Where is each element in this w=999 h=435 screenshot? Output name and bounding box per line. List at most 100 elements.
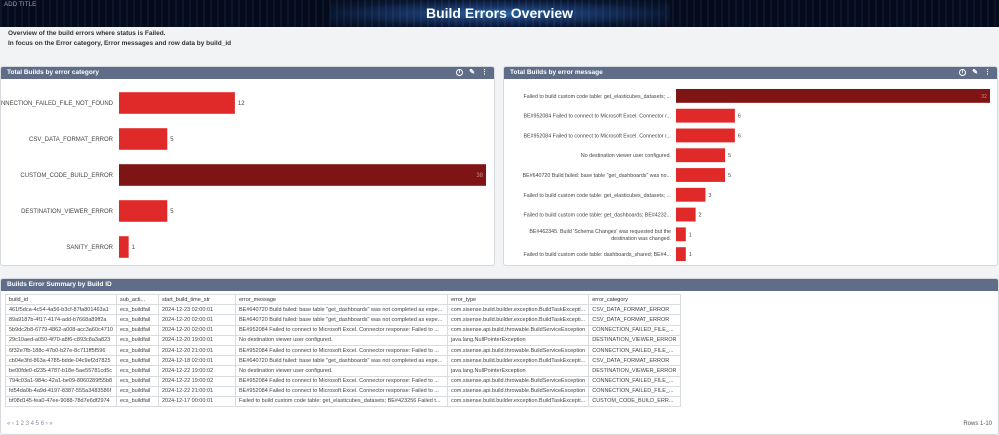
- table-cell: fd54da0b-4a9d-4197-8387-555a3483586f: [5, 385, 117, 397]
- value-label: 32: [981, 94, 987, 100]
- table-cell: cb04e3fd-863a-4785-bdde-04c9ef2d7825: [5, 355, 117, 367]
- more-icon[interactable]: ⋮: [481, 69, 488, 76]
- table-cell: 5b9dc2b8-6779-4862-a008-acc3a60c4710: [5, 324, 117, 336]
- info-icon[interactable]: i: [959, 69, 967, 76]
- table-cell: ecs_buildfail: [116, 324, 159, 336]
- category-label: BE#640720 Build failed: base table "get_…: [523, 173, 671, 179]
- category-label: CUSTOM_CODE_BUILD_ERROR: [20, 173, 113, 179]
- table-cell: ecs_buildfail: [116, 314, 159, 326]
- table-cell: CSV_DATA_FORMAT_ERROR: [588, 314, 682, 326]
- banner-streaks: [0, 0, 999, 27]
- bar: [676, 148, 726, 163]
- value-label: 3: [708, 193, 711, 199]
- table-cell: com.sisense.api.build.throwable.BuildSer…: [446, 324, 590, 336]
- table-row[interactable]: cb04e3fd-863a-4785-bdde-04c9ef2d7825 ecs_…: [5, 355, 682, 367]
- column-header-error-type[interactable]: error_type: [446, 293, 590, 306]
- message-chart-widget: Total Builds by error message i ✎ ⋮ Fail…: [503, 66, 998, 266]
- table-cell: 794c03a1-984c-42a1-be09-8060289f55b8: [5, 375, 117, 387]
- table-cell: CSV_DATA_FORMAT_ERROR: [588, 355, 682, 367]
- category-label: DESTINATION_VIEWER_ERROR: [21, 209, 114, 215]
- bar: [119, 164, 486, 186]
- table-row[interactable]: be00fde0-d235-4787-b18e-5ae55781cd5c ecs_…: [5, 365, 682, 377]
- table-row[interactable]: 461f5dca-4c54-4a56-b3cf-87fa801463a1 ecs_…: [5, 304, 682, 316]
- table-cell: ecs_buildfail: [116, 334, 159, 346]
- table-cell: 461f5dca-4c54-4a56-b3cf-87fa801463a1: [5, 304, 117, 316]
- table-cell: BE#640720 Build failed: base table "get_…: [235, 314, 448, 326]
- widget-toolbar: i ✎ ⋮: [959, 68, 991, 77]
- pagination[interactable]: « ‹ 1 2 3 4 5 6 › »: [7, 421, 53, 427]
- category-label: BE#952084 Failed to connect to Microsoft…: [523, 133, 671, 139]
- message-bar-chart: Failed to build custom code table: get_e…: [523, 88, 990, 262]
- bar: [676, 227, 686, 242]
- table-cell: Failed to build custom code table: get_e…: [235, 395, 448, 408]
- column-header-sub-action[interactable]: sub_acti...: [116, 293, 159, 306]
- table-cell: java.lang.NullPointerException: [446, 365, 590, 377]
- table-row[interactable]: 89a9187b-4f17-4174-add-b7668a89ff2a ecs_b…: [5, 314, 682, 326]
- table-cell: 2024-12-20 19:00:01: [158, 334, 236, 346]
- widget-title: Total Builds by error message: [510, 69, 603, 76]
- bar: [119, 200, 168, 222]
- table-cell: 29c10aed-a050-4f70-a8f6-c893c8a3a823: [5, 334, 117, 346]
- table-cell: ecs_buildfail: [116, 355, 159, 367]
- table-cell: 2024-12-23 02:00:01: [158, 304, 236, 316]
- column-header-build-id[interactable]: build_id: [5, 293, 117, 306]
- table-cell: 89a9187b-4f17-4174-add-b7668a89ff2a: [5, 314, 117, 326]
- table-row[interactable]: bf08d145-fea0-47ee-9088-78d7e6df2974 ecs_…: [5, 395, 682, 408]
- value-label: 5: [170, 137, 174, 143]
- value-label: 2: [699, 213, 702, 219]
- table-row[interactable]: 5b9dc2b8-6779-4862-a008-acc3a60c4710 ecs_…: [5, 324, 682, 336]
- table-cell: BE#952084 Failed to connect to Microsoft…: [235, 324, 448, 336]
- table-cell: com.sisense.build.builder.exception.Buil…: [446, 355, 590, 367]
- table-cell: bf08d145-fea0-47ee-9088-78d7e6df2974: [5, 395, 117, 408]
- category-label: Failed to build custom code table: get_d…: [523, 213, 671, 219]
- category-label: destination was changed.: [611, 236, 671, 242]
- table-cell: BE#640720 Build failed: base table "get_…: [235, 355, 448, 367]
- table-cell: 2024-12-20 21:00:01: [158, 344, 236, 357]
- table-row[interactable]: 6f32e7fb-188c-47b0-b27e-8c711ff5f596 ecs_…: [5, 344, 682, 357]
- bar: [119, 128, 168, 150]
- table-row[interactable]: fd54da0b-4a9d-4197-8387-555a3483586f ecs_…: [5, 385, 682, 397]
- edit-icon[interactable]: ✎: [972, 69, 978, 76]
- bar: [119, 236, 129, 258]
- value-label: 5: [170, 209, 174, 215]
- table-cell: java.lang.NullPointerException: [446, 334, 590, 346]
- table-cell: 2024-12-20 02:00:01: [158, 314, 236, 326]
- widget-header: Total Builds by error message i ✎ ⋮: [504, 67, 997, 79]
- column-header-error-message[interactable]: error_message: [235, 293, 448, 306]
- value-label: 1: [689, 252, 692, 258]
- table-cell: com.sisense.build.builder.exception.Buil…: [446, 395, 590, 408]
- info-icon[interactable]: i: [456, 69, 464, 76]
- table-row[interactable]: 29c10aed-a050-4f70-a8f6-c893c8a3a823 ecs_…: [5, 334, 682, 346]
- category-label: Failed to build custom code table: get_e…: [523, 193, 671, 199]
- dashboard-banner: ADD TITLE Build Errors Overview: [0, 0, 999, 27]
- bar: [676, 207, 696, 222]
- intro-line-2: In focus on the Error category, Error me…: [8, 40, 232, 47]
- edit-icon[interactable]: ✎: [469, 69, 475, 76]
- value-label: 1: [132, 245, 136, 251]
- rows-count: Rows 1-10: [963, 421, 992, 427]
- table-cell: ecs_buildfail: [116, 365, 159, 377]
- bar: [676, 128, 735, 143]
- add-title-button[interactable]: ADD TITLE: [4, 2, 37, 8]
- table-cell: 6f32e7fb-188c-47b0-b27e-8c711ff5f596: [5, 344, 117, 357]
- table-cell: 2024-12-22 19:00:02: [158, 375, 236, 387]
- table-cell: No destination viewer user configured.: [235, 365, 448, 377]
- table-cell: 2024-12-22 19:00:02: [158, 365, 236, 377]
- bar: [676, 108, 735, 123]
- widget-header: Total Builds by error category i ✎ ⋮: [1, 67, 494, 79]
- intro-line-1: Overview of the build errors where statu…: [8, 30, 166, 37]
- bar: [676, 247, 686, 262]
- table-header-row: build_id sub_acti... start_build_time_st…: [5, 293, 682, 306]
- column-header-error-category[interactable]: error_category: [588, 293, 682, 306]
- table-row[interactable]: 794c03a1-984c-42a1-be09-8060289f55b8 ecs_…: [5, 375, 682, 387]
- summary-table-widget: Builds Error Summary by Build ID build_i…: [0, 278, 999, 435]
- table-cell: No destination viewer user configured.: [235, 334, 448, 346]
- widget-toolbar: i ✎ ⋮: [456, 68, 488, 77]
- value-label: 5: [728, 173, 731, 179]
- table-cell: com.sisense.build.builder.exception.Buil…: [446, 314, 590, 326]
- column-header-start-time[interactable]: start_build_time_str: [158, 293, 236, 306]
- table-cell: CONNECTION_FAILED_FILE_...: [588, 375, 682, 387]
- more-icon[interactable]: ⋮: [984, 69, 991, 76]
- bar: [676, 168, 726, 182]
- category-label: SANITY_ERROR: [66, 245, 113, 251]
